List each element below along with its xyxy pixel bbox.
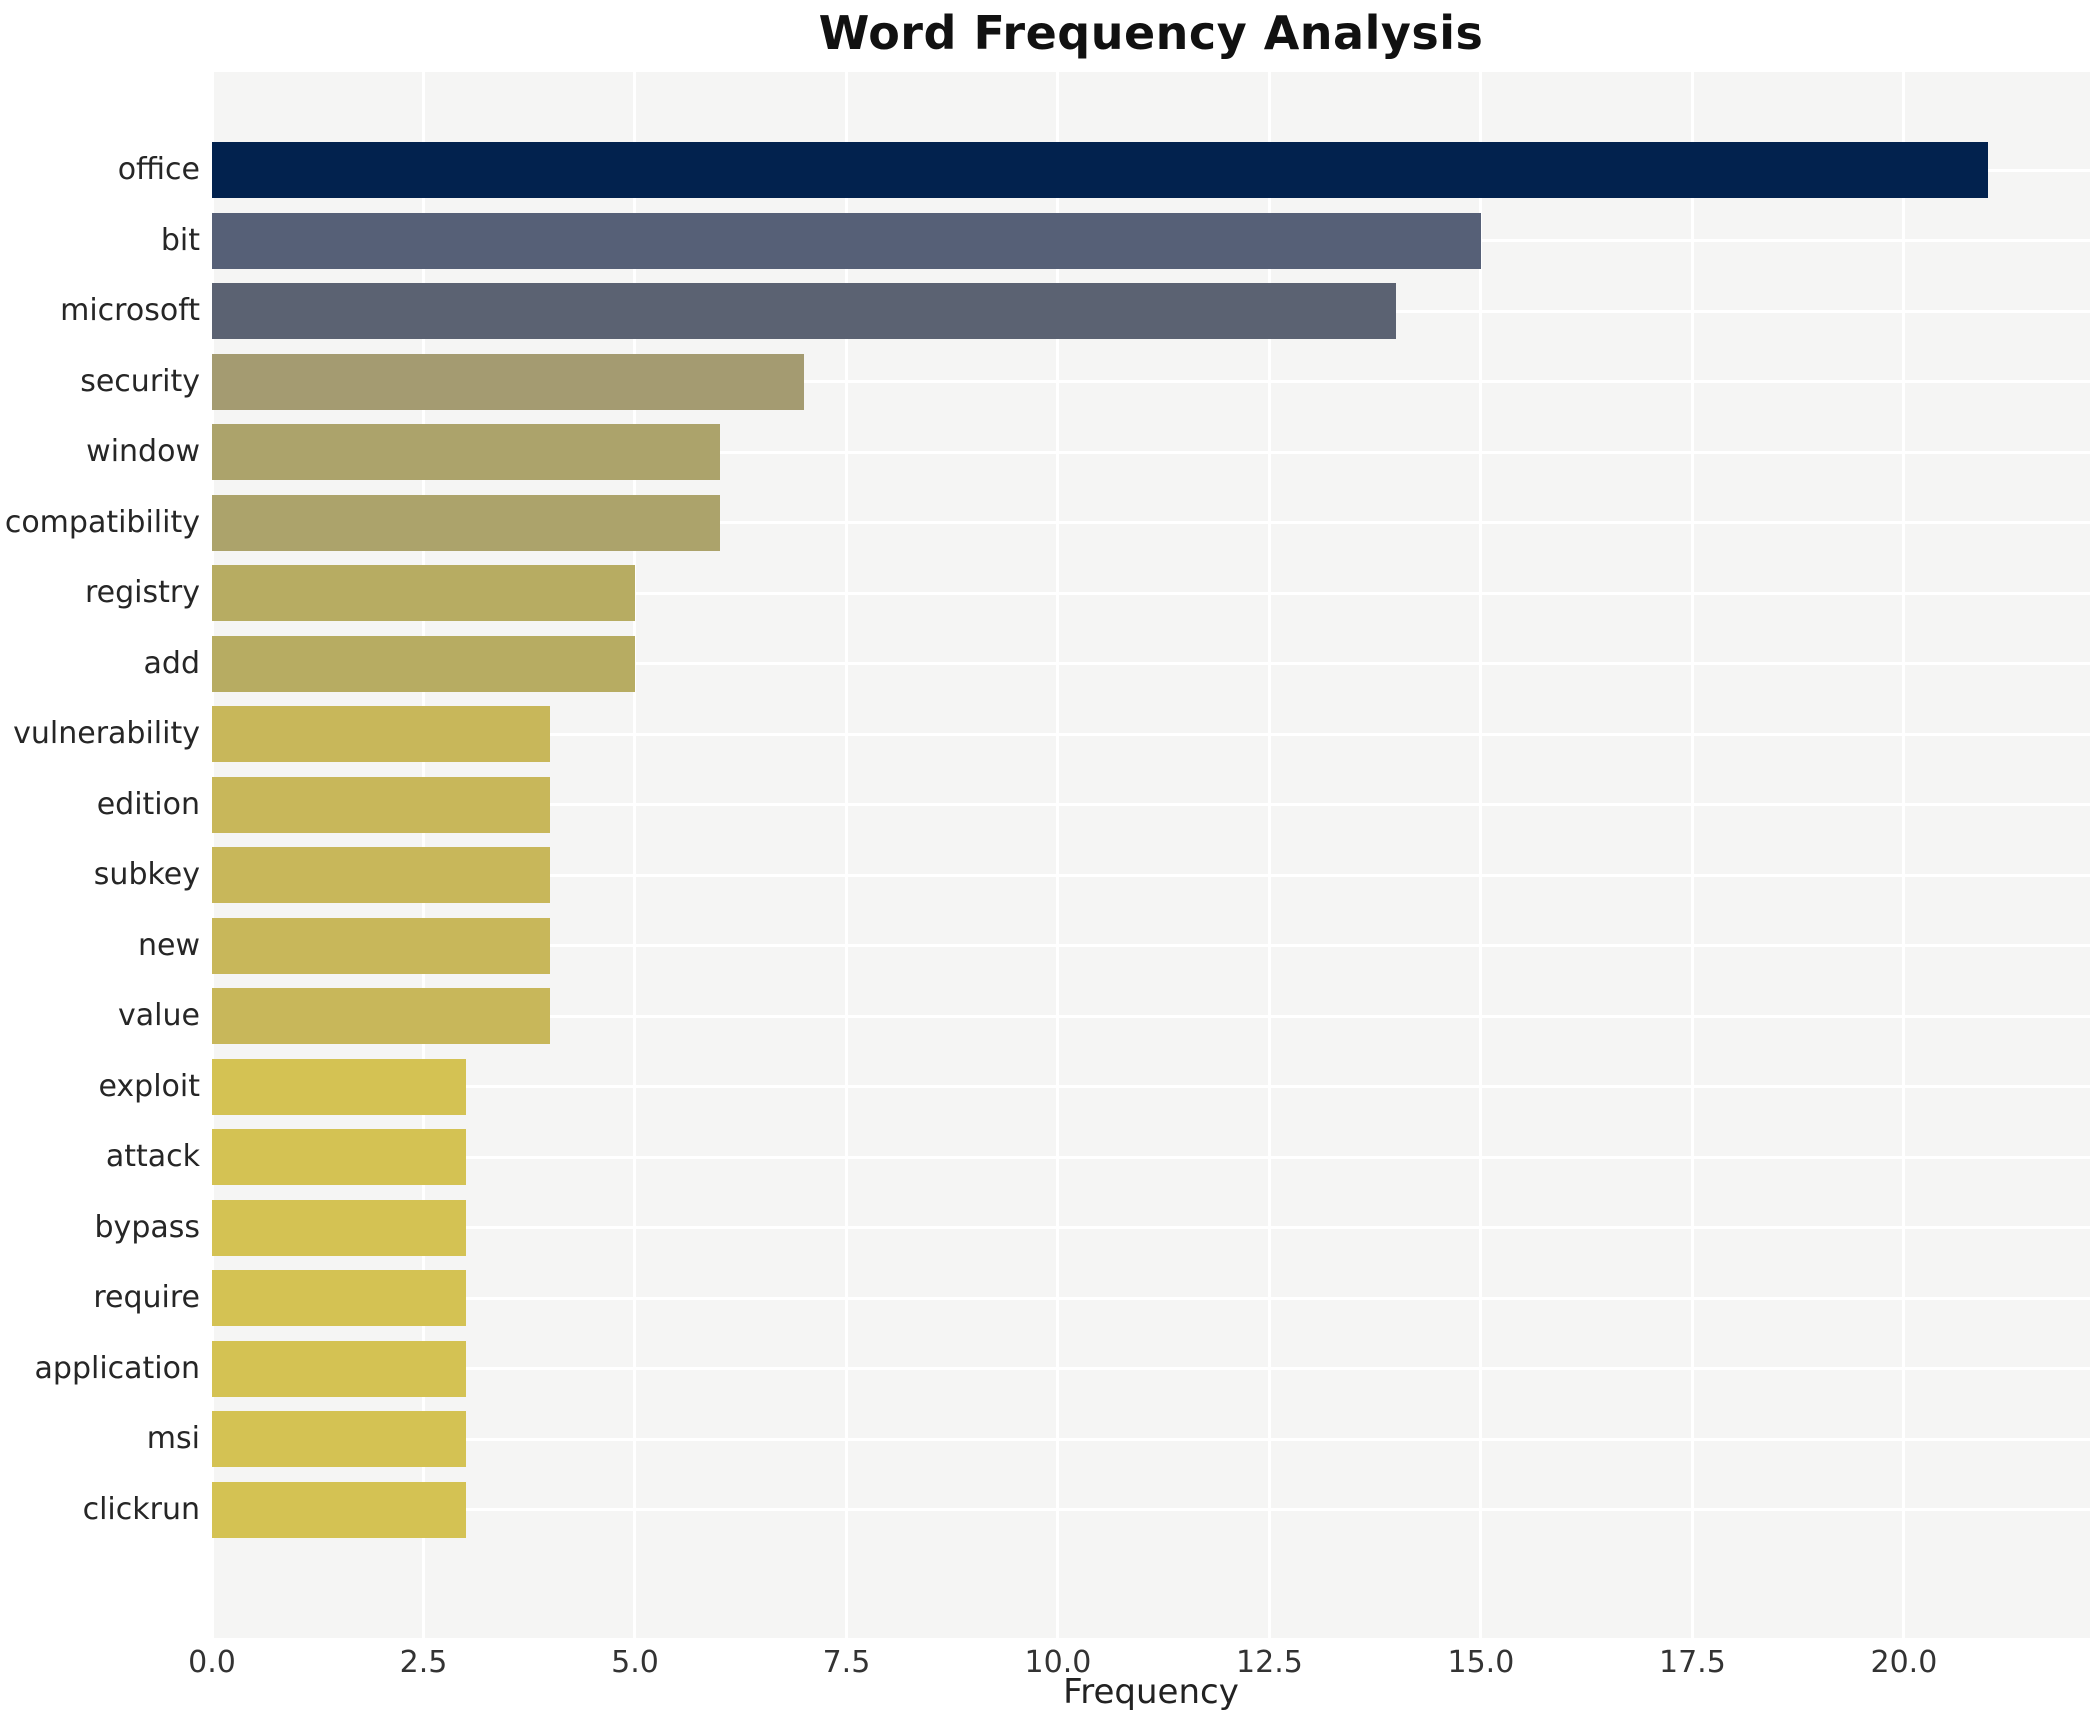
y-gridline	[212, 944, 2090, 947]
plot-area	[210, 72, 2090, 1638]
x-tick-label: 2.5	[399, 1645, 448, 1680]
x-tick-label: 12.5	[1236, 1645, 1303, 1680]
y-gridline	[212, 803, 2090, 806]
x-tick-label: 0.0	[188, 1645, 236, 1680]
x-tick-label: 17.5	[1658, 1645, 1726, 1680]
bar-microsoft	[212, 283, 1397, 339]
bar-subkey	[212, 847, 551, 903]
y-gridline	[212, 591, 2090, 595]
x-gridline	[1267, 72, 1271, 1638]
y-tick-label-subkey: subkey	[93, 857, 200, 892]
bar-window	[212, 424, 720, 480]
y-tick-label-bit: bit	[160, 222, 200, 258]
y-tick-label-window: window	[86, 434, 200, 469]
y-gridline	[212, 1226, 2090, 1229]
y-tick-label-attack: attack	[105, 1139, 200, 1174]
y-tick-label-new: new	[137, 927, 200, 963]
bar-registry	[212, 565, 635, 621]
y-gridline	[212, 380, 2090, 383]
y-tick-label-msi: msi	[146, 1421, 200, 1456]
y-tick-label-add: add	[143, 645, 200, 681]
y-tick-label-security: security	[80, 363, 200, 399]
bar-attack	[212, 1129, 466, 1185]
x-tick-label: 10.0	[1024, 1645, 1092, 1680]
x-tick-label: 7.5	[822, 1645, 871, 1680]
y-tick-label-microsoft: microsoft	[60, 293, 200, 328]
bar-application	[212, 1340, 466, 1397]
y-tick-label-bypass: bypass	[94, 1209, 200, 1245]
bar-clickrun	[212, 1481, 466, 1538]
x-tick-label: 5.0	[611, 1645, 659, 1680]
y-gridline	[212, 1014, 2090, 1018]
y-tick-label-require: require	[93, 1280, 200, 1315]
bar-msi	[212, 1411, 466, 1467]
bar-bypass	[212, 1199, 466, 1256]
y-tick-label-registry: registry	[85, 575, 200, 610]
y-tick-label-exploit: exploit	[98, 1068, 200, 1104]
y-tick-label-clickrun: clickrun	[82, 1491, 200, 1527]
x-gridline	[1479, 72, 1483, 1638]
bar-exploit	[212, 1058, 466, 1115]
chart-title: Word Frequency Analysis	[818, 6, 1484, 60]
y-gridline	[212, 732, 2090, 736]
x-tick-label: 15.0	[1447, 1645, 1515, 1680]
bar-office	[212, 142, 1989, 198]
bar-new	[212, 917, 551, 974]
bar-value	[212, 988, 551, 1044]
y-gridline	[212, 873, 2090, 877]
y-tick-label-edition: edition	[96, 786, 200, 822]
bar-edition	[212, 776, 551, 833]
x-gridline	[633, 72, 637, 1638]
y-gridline	[212, 1296, 2090, 1300]
x-gridline	[1902, 72, 1906, 1638]
y-gridline	[212, 1508, 2090, 1511]
x-gridline	[1056, 72, 1060, 1638]
bar-compatibility	[212, 494, 720, 551]
y-gridline	[212, 1367, 2090, 1370]
y-tick-label-value: value	[118, 998, 200, 1033]
y-tick-label-application: application	[34, 1350, 200, 1386]
bar-require	[212, 1270, 466, 1326]
y-tick-label-compatibility: compatibility	[4, 504, 200, 540]
bar-security	[212, 353, 805, 410]
y-tick-label-vulnerability: vulnerability	[13, 716, 200, 751]
bar-bit	[212, 212, 1481, 269]
bar-vulnerability	[212, 706, 551, 762]
bar-add	[212, 635, 635, 692]
y-gridline	[212, 450, 2090, 454]
x-gridline	[844, 72, 848, 1638]
y-gridline	[212, 1437, 2090, 1441]
y-gridline	[212, 1155, 2090, 1159]
y-gridline	[212, 662, 2090, 665]
x-tick-label: 20.0	[1870, 1645, 1938, 1680]
y-gridline	[212, 521, 2090, 524]
x-axis-label: Frequency	[1063, 1672, 1239, 1710]
y-tick-label-office: office	[117, 152, 200, 187]
y-gridline	[212, 1085, 2090, 1088]
x-gridline	[1690, 72, 1694, 1638]
